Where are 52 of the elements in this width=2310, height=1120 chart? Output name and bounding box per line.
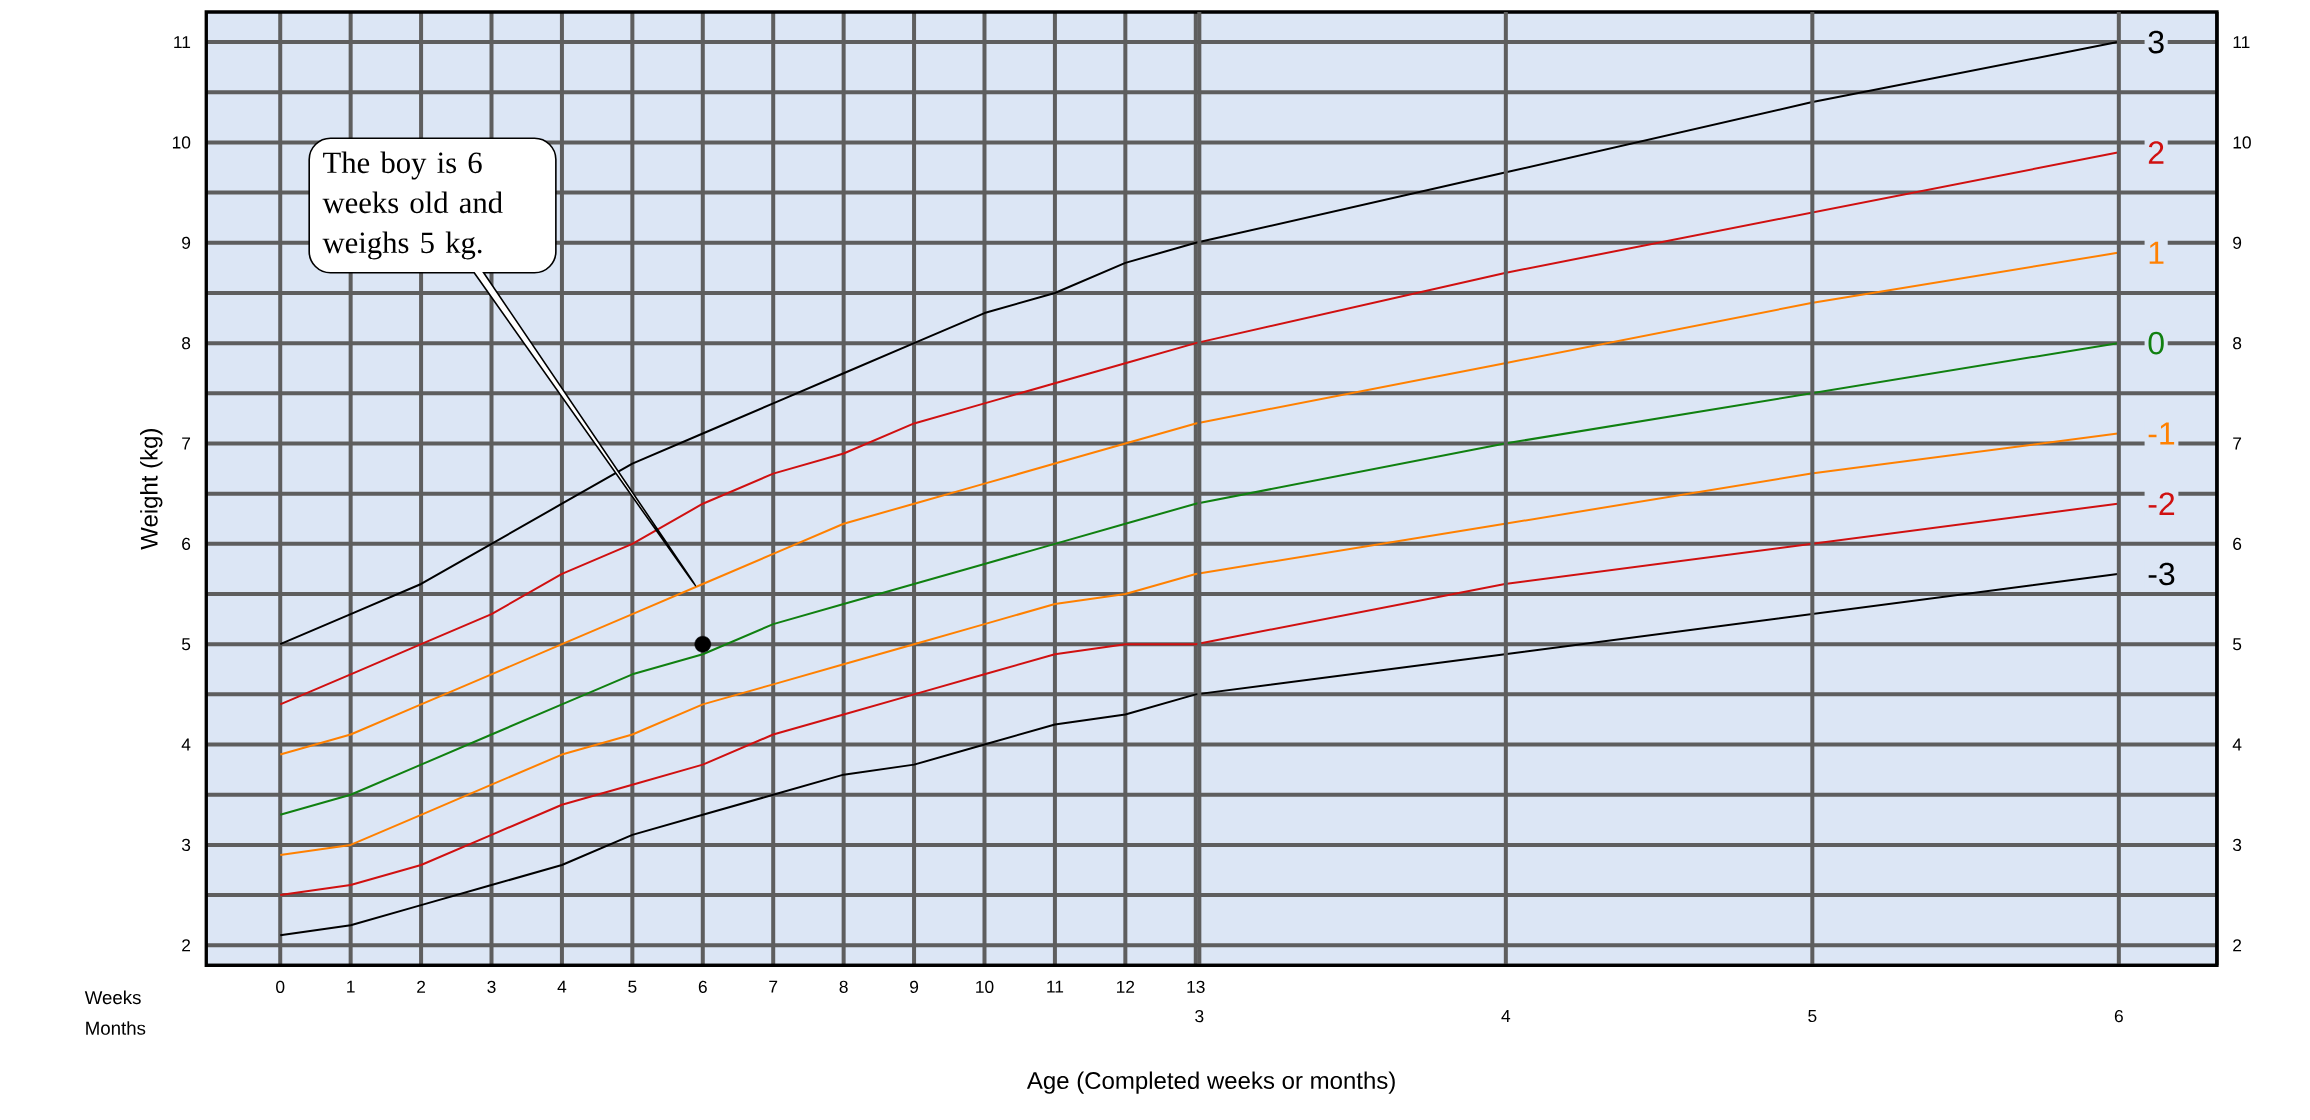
- x-tick-label: 7: [769, 980, 778, 993]
- y-tick-label: 9: [182, 236, 191, 249]
- y2-tick-label: 2: [2233, 939, 2242, 952]
- y-tick-label: 7: [182, 437, 191, 450]
- x2-tick-label: 6: [2114, 1010, 2123, 1023]
- annotation: The boy is 6 weeks old and weighs 5 kg.: [322, 151, 503, 260]
- y-tick-label: 5: [181, 638, 191, 651]
- y-tick-label: 8: [182, 337, 191, 350]
- x-tick-label: 6: [698, 980, 707, 993]
- series-label: -1: [2148, 422, 2175, 445]
- series-label: 2: [2148, 141, 2164, 164]
- x-tick-label: 10: [976, 980, 994, 993]
- series-label: -2: [2148, 492, 2175, 515]
- line-series: [279, 41, 2119, 646]
- x2-tick-label: 5: [1808, 1010, 1817, 1023]
- y2-tick-label: 10: [2233, 136, 2251, 149]
- text: Weeks: [84, 990, 141, 1005]
- x-tick-label: 12: [1117, 980, 1135, 993]
- x-tick-label: 3: [487, 980, 496, 993]
- y-axis-title: Weight (kg): [140, 429, 163, 550]
- y-tick-label: 3: [181, 838, 191, 852]
- x-tick-label: 11: [1047, 980, 1064, 993]
- x2-tick-label: 4: [1501, 1010, 1511, 1022]
- series-label: 3: [2148, 30, 2164, 54]
- x-tick-label: 0: [276, 980, 285, 993]
- x-tick-label: 1: [347, 980, 355, 993]
- y-tick-label: 11: [174, 36, 191, 49]
- y2-tick-label: 11: [2233, 36, 2250, 49]
- y2-tick-label: 6: [2233, 537, 2242, 550]
- x-tick-label: 5: [628, 980, 637, 993]
- y-tick-label: 4: [181, 738, 191, 751]
- x-axis-title: Age (Completed weeks or months): [1026, 1071, 1395, 1094]
- y2-tick-label: 3: [2232, 838, 2242, 852]
- series-label: 0: [2148, 331, 2164, 355]
- y-tick-label: 6: [182, 537, 191, 550]
- y-tick-label: 10: [172, 136, 191, 149]
- y2-tick-label: 5: [2232, 638, 2242, 651]
- y2-tick-label: 7: [2233, 437, 2242, 450]
- y2-tick-label: 8: [2233, 337, 2242, 350]
- y2-tick-label: 4: [2232, 738, 2242, 751]
- text: Months: [86, 1021, 146, 1035]
- series-label: 1: [2149, 241, 2164, 264]
- y-tick-label: 2: [182, 939, 191, 952]
- y2-tick-label: 9: [2233, 236, 2242, 249]
- x-tick-label: 8: [839, 980, 848, 993]
- line-series: [279, 432, 2119, 856]
- x2-tick-label: 3: [1195, 1010, 1204, 1023]
- series-label: -3: [2148, 562, 2175, 586]
- x-tick-label: 13: [1187, 980, 1205, 993]
- x-tick-label: 4: [557, 980, 567, 993]
- x-tick-label: 2: [417, 980, 426, 993]
- x-tick-label: 9: [910, 980, 919, 993]
